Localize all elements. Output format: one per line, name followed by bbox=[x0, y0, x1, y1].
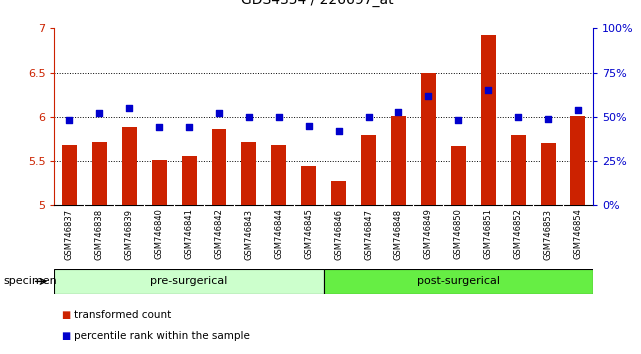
Point bbox=[64, 118, 74, 123]
Text: GSM746840: GSM746840 bbox=[154, 209, 163, 259]
Bar bbox=[62, 145, 77, 205]
Point bbox=[423, 93, 433, 98]
Text: GSM746844: GSM746844 bbox=[274, 209, 283, 259]
Text: GSM746837: GSM746837 bbox=[65, 209, 74, 259]
Bar bbox=[212, 129, 226, 205]
Text: post-surgerical: post-surgerical bbox=[417, 276, 500, 286]
Text: GSM746854: GSM746854 bbox=[574, 209, 583, 259]
Point bbox=[333, 128, 344, 134]
Bar bbox=[242, 142, 256, 205]
Text: GSM746853: GSM746853 bbox=[544, 209, 553, 259]
Text: GSM746842: GSM746842 bbox=[215, 209, 224, 259]
Bar bbox=[421, 73, 436, 205]
Point bbox=[214, 110, 224, 116]
Text: GSM746850: GSM746850 bbox=[454, 209, 463, 259]
Point bbox=[244, 114, 254, 120]
Text: GSM746848: GSM746848 bbox=[394, 209, 403, 259]
Text: GSM746838: GSM746838 bbox=[95, 209, 104, 259]
FancyBboxPatch shape bbox=[54, 269, 324, 294]
Text: GSM746845: GSM746845 bbox=[304, 209, 313, 259]
Text: GDS4354 / 226697_at: GDS4354 / 226697_at bbox=[241, 0, 394, 7]
Bar bbox=[511, 135, 526, 205]
Point bbox=[154, 125, 164, 130]
Bar bbox=[122, 127, 137, 205]
Bar bbox=[331, 181, 346, 205]
Text: GSM746849: GSM746849 bbox=[424, 209, 433, 259]
Point bbox=[483, 87, 494, 93]
Text: specimen: specimen bbox=[3, 276, 57, 286]
Bar bbox=[570, 116, 585, 205]
Text: GSM746841: GSM746841 bbox=[185, 209, 194, 259]
Bar bbox=[540, 143, 556, 205]
Text: ■: ■ bbox=[61, 331, 70, 341]
Text: GSM746843: GSM746843 bbox=[244, 209, 253, 259]
Text: ■: ■ bbox=[61, 310, 70, 320]
Bar bbox=[451, 146, 466, 205]
Text: percentile rank within the sample: percentile rank within the sample bbox=[74, 331, 249, 341]
Point bbox=[453, 118, 463, 123]
Bar bbox=[181, 156, 197, 205]
Text: GSM746846: GSM746846 bbox=[334, 209, 343, 259]
Bar bbox=[391, 116, 406, 205]
Text: GSM746847: GSM746847 bbox=[364, 209, 373, 259]
Bar bbox=[361, 135, 376, 205]
Point bbox=[94, 110, 104, 116]
Bar bbox=[481, 35, 495, 205]
Point bbox=[513, 114, 523, 120]
FancyBboxPatch shape bbox=[324, 269, 593, 294]
Bar bbox=[152, 160, 167, 205]
Point bbox=[184, 125, 194, 130]
Text: transformed count: transformed count bbox=[74, 310, 171, 320]
Text: GSM746852: GSM746852 bbox=[513, 209, 522, 259]
Text: GSM746851: GSM746851 bbox=[484, 209, 493, 259]
Point bbox=[124, 105, 135, 111]
Text: GSM746839: GSM746839 bbox=[125, 209, 134, 259]
Point bbox=[394, 109, 404, 114]
Point bbox=[363, 114, 374, 120]
Bar bbox=[301, 166, 316, 205]
Point bbox=[543, 116, 553, 121]
Bar bbox=[271, 145, 287, 205]
Point bbox=[274, 114, 284, 120]
Point bbox=[573, 107, 583, 113]
Bar bbox=[92, 142, 107, 205]
Text: pre-surgerical: pre-surgerical bbox=[151, 276, 228, 286]
Point bbox=[304, 123, 314, 129]
